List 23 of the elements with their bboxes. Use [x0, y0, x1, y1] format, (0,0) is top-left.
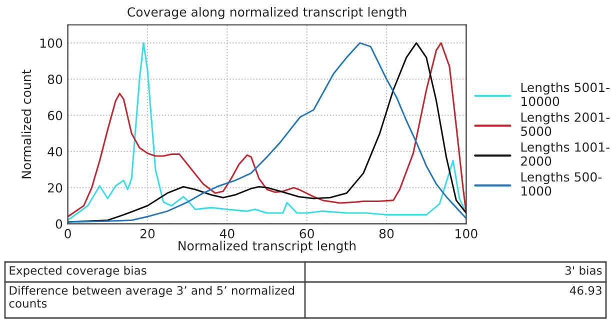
- y-tick-label: 80: [48, 74, 62, 84]
- chart-title: Coverage along normalized transcript length: [128, 7, 406, 20]
- x-tick-label: 60: [300, 228, 314, 238]
- x-tick-label: 0: [64, 228, 71, 238]
- x-tick-label: 40: [220, 228, 234, 238]
- y-tick-label: 40: [48, 146, 62, 156]
- legend-label: Lengths 1001-2000: [521, 142, 610, 166]
- legend-label: Lengths 2001-5000: [521, 112, 610, 136]
- text: 3' bias: [565, 266, 602, 275]
- x-tick-label: 80: [379, 228, 394, 238]
- x-tick-label: 100: [456, 228, 478, 238]
- y-tick-label: 100: [40, 38, 62, 48]
- legend-label: Lengths 5001-10000: [521, 82, 610, 106]
- x-axis-title: Normalized transcript length: [178, 240, 356, 253]
- text: 46.93: [570, 286, 602, 295]
- text: Difference between average 3’ and 5’ normalized counts: [9, 286, 294, 308]
- y-axis-title: Normalized count: [21, 70, 32, 178]
- text: Expected coverage bias: [10, 266, 146, 278]
- x-tick-label: 20: [140, 228, 155, 238]
- y-tick-label: 60: [48, 110, 62, 120]
- legend-label: Lengths 500-1000: [521, 172, 602, 196]
- y-tick-label: 0: [56, 219, 62, 229]
- y-tick-label: 20: [48, 183, 62, 193]
